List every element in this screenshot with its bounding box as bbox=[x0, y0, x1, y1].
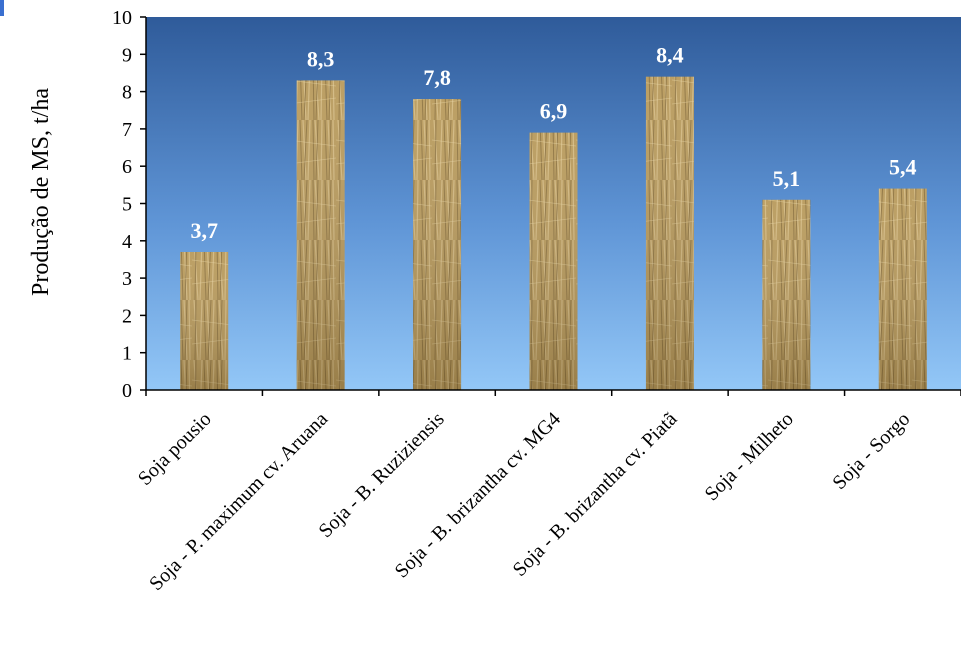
bar-value-label: 7,8 bbox=[423, 65, 451, 90]
bar bbox=[878, 188, 927, 390]
corner-selection-handle bbox=[0, 0, 4, 16]
y-tick-label: 8 bbox=[122, 82, 132, 104]
y-tick-label: 4 bbox=[122, 231, 132, 253]
bar-shade bbox=[529, 132, 578, 390]
bar-value-label: 6,9 bbox=[540, 99, 568, 124]
x-ticks-group bbox=[145, 390, 961, 396]
y-tick-label: 1 bbox=[122, 343, 132, 365]
y-ticks-group: 0 1 2 3 4 5 6 7 8 9 10 bbox=[112, 7, 146, 402]
bar bbox=[762, 199, 811, 390]
y-tick-label: 7 bbox=[122, 119, 132, 141]
y-axis-label: Produção de MS, t/ha bbox=[28, 88, 54, 296]
bar-value-label: 3,7 bbox=[190, 218, 218, 243]
y-tick-label: 9 bbox=[122, 44, 132, 66]
value-labels-group: 3,7 8,3 7,8 6,9 8,4 5,1 5,4 bbox=[190, 43, 916, 243]
bar bbox=[180, 251, 229, 390]
bar bbox=[413, 99, 462, 390]
category-label: Soja - Milheto bbox=[701, 408, 798, 505]
bar-shade bbox=[878, 188, 927, 390]
y-tick-label: 2 bbox=[122, 305, 132, 327]
y-tick-label: 0 bbox=[122, 380, 132, 402]
category-label: Soja - Sorgo bbox=[828, 408, 914, 494]
bar-shade bbox=[180, 251, 229, 390]
y-tick-label: 10 bbox=[112, 7, 132, 29]
y-tick-label: 6 bbox=[122, 156, 132, 178]
category-label: Soja - B. Ruziziensis bbox=[314, 408, 448, 542]
bar-value-label: 8,3 bbox=[307, 46, 335, 71]
bar-value-label: 5,1 bbox=[773, 166, 801, 191]
category-label: Soja pousio bbox=[134, 408, 216, 490]
bar-shade bbox=[296, 80, 345, 390]
y-tick-label: 3 bbox=[122, 268, 132, 290]
bar bbox=[645, 76, 694, 391]
bars-group bbox=[180, 76, 927, 391]
bar-value-label: 8,4 bbox=[656, 43, 684, 68]
bar-shade bbox=[762, 199, 811, 390]
y-tick-label: 5 bbox=[122, 194, 132, 216]
bar bbox=[529, 132, 578, 390]
bar-value-label: 5,4 bbox=[889, 155, 917, 180]
bar-shade bbox=[645, 76, 694, 391]
bar bbox=[296, 80, 345, 390]
bar-shade bbox=[413, 99, 462, 390]
